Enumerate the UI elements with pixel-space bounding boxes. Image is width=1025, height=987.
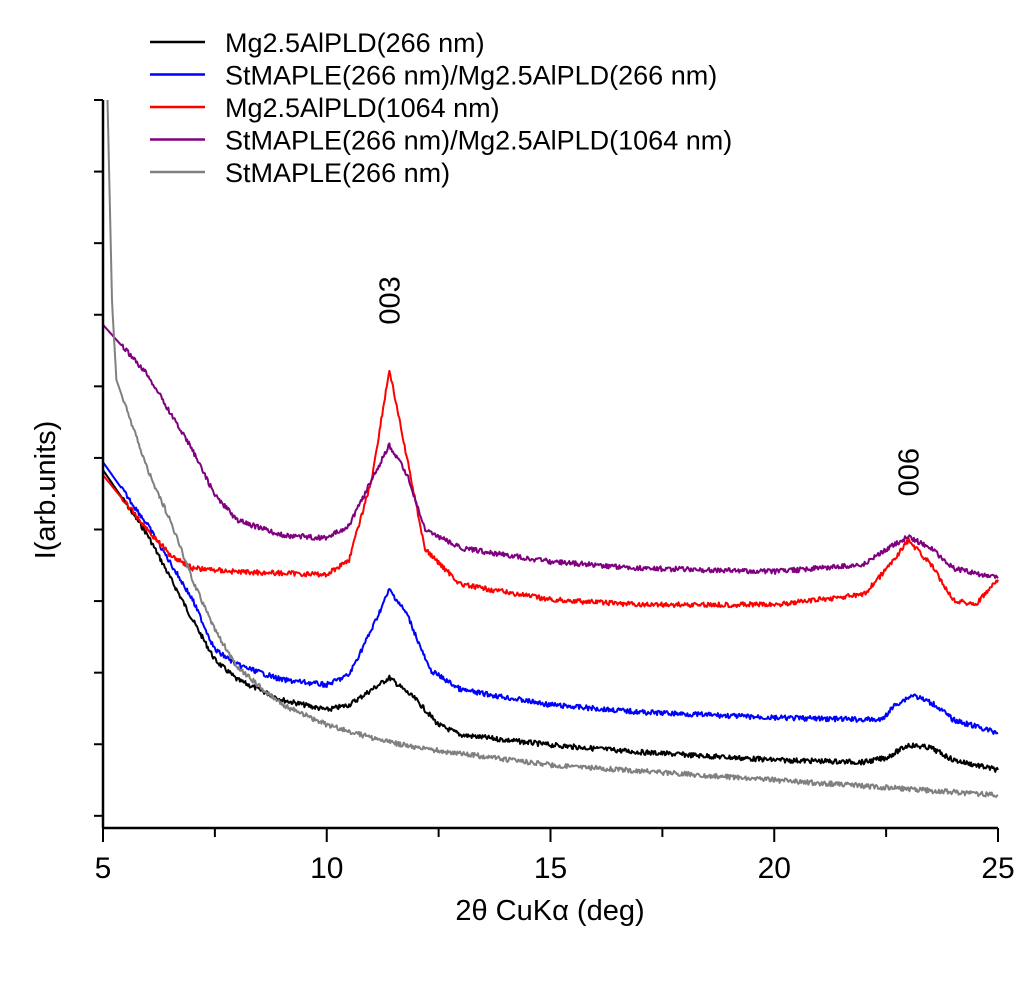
annotations: 003 006	[374, 276, 925, 496]
series-line-2	[102, 369, 999, 609]
series-line-1	[102, 461, 999, 735]
series-line-4	[106, 99, 999, 798]
x-tick-label: 25	[981, 852, 1014, 885]
x-tick-label: 5	[95, 852, 112, 885]
legend-label-2: Mg2.5AlPLD(1064 nm)	[225, 93, 500, 123]
y-axis-label: I(arb.units)	[30, 421, 62, 560]
x-tick-label: 20	[758, 852, 791, 885]
legend: Mg2.5AlPLD(266 nm)StMAPLE(266 nm)/Mg2.5A…	[150, 28, 732, 188]
x-tick-label: 15	[534, 852, 567, 885]
x-tick-label: 10	[310, 852, 343, 885]
series-line-0	[102, 469, 999, 773]
legend-label-1: StMAPLE(266 nm)/Mg2.5AlPLD(266 nm)	[225, 61, 717, 91]
legend-label-0: Mg2.5AlPLD(266 nm)	[225, 28, 485, 58]
legend-label-4: StMAPLE(266 nm)	[225, 158, 450, 188]
legend-label-3: StMAPLE(266 nm)/Mg2.5AlPLD(1064 nm)	[225, 126, 732, 156]
peak-label-006: 006	[894, 448, 926, 496]
series-layer	[102, 99, 999, 798]
axes: 5 10 15 20 25	[94, 99, 1015, 885]
peak-label-003: 003	[374, 276, 406, 324]
series-line-3	[102, 324, 999, 579]
x-axis-label: 2θ CuKα (deg)	[455, 895, 644, 927]
